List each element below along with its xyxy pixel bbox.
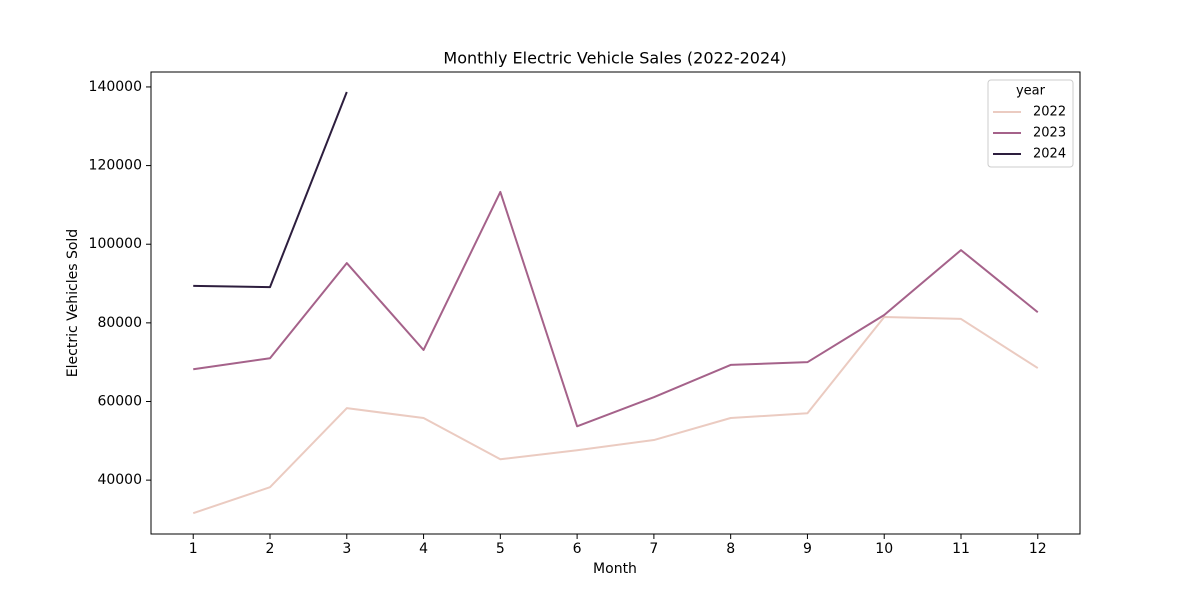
y-tick-label: 80000: [97, 315, 142, 331]
x-tick-label: 4: [419, 541, 428, 557]
y-tick-label: 100000: [89, 236, 142, 252]
x-tick-label: 8: [726, 541, 735, 557]
series-line: [192, 315, 1039, 515]
x-tick-label: 7: [649, 541, 658, 557]
legend-label: 2022: [1033, 105, 1066, 120]
x-tick-label: 11: [952, 541, 970, 557]
x-tick-label: 5: [496, 541, 505, 557]
y-tick-label: 60000: [97, 393, 142, 409]
y-tick-label: 120000: [89, 158, 142, 174]
legend-box: [987, 79, 1074, 168]
series-line: [193, 91, 348, 289]
x-tick-label: 12: [1029, 541, 1047, 557]
legend-label: 2024: [1033, 147, 1066, 162]
legend-title: year: [1016, 84, 1046, 99]
x-tick-label: 1: [189, 541, 198, 557]
y-axis-label: Electric Vehicles Sold: [65, 229, 81, 377]
y-tick-label: 140000: [89, 79, 142, 95]
x-axis-label: Month: [593, 561, 637, 577]
plot-frame: [150, 71, 1081, 535]
x-tick-label: 3: [342, 541, 351, 557]
x-tick-label: 2: [266, 541, 275, 557]
y-tick-label: 40000: [97, 472, 142, 488]
x-tick-label: 10: [875, 541, 893, 557]
legend: year 2022 2023 2024: [987, 79, 1074, 168]
series-line: [193, 190, 1039, 428]
x-tick-label: 9: [803, 541, 812, 557]
chart-title: Monthly Electric Vehicle Sales (2022-202…: [443, 49, 786, 68]
x-tick-label: 6: [573, 541, 582, 557]
legend-label: 2023: [1033, 126, 1066, 141]
